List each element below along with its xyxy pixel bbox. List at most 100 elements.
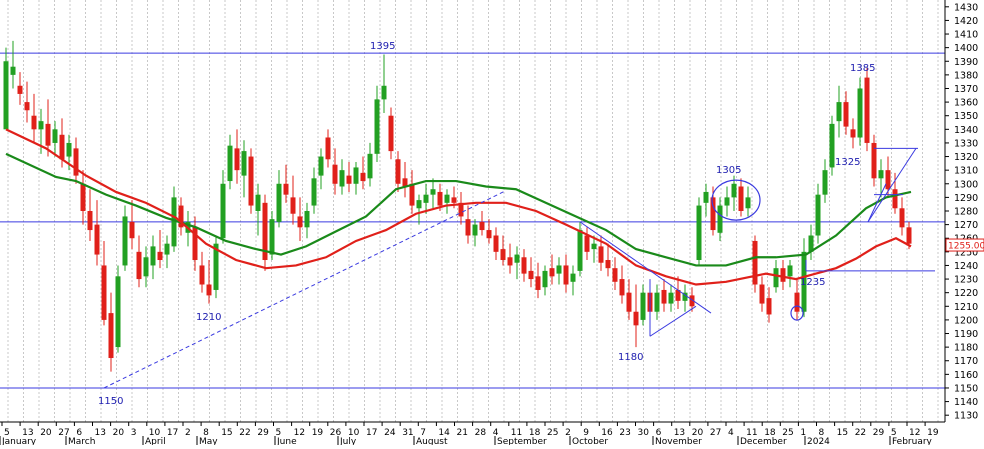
candle-body xyxy=(318,156,324,176)
candle-body xyxy=(339,170,345,187)
y-tick-label: 1170 xyxy=(954,356,978,367)
current-price-tag xyxy=(945,238,984,252)
candle-body xyxy=(703,191,709,203)
x-tick-label: 19 xyxy=(312,428,324,438)
candle-body xyxy=(472,224,478,236)
candle-body xyxy=(52,129,58,143)
y-tick-label: 1370 xyxy=(954,84,978,95)
candle-body xyxy=(801,251,807,312)
candle-body xyxy=(724,197,730,206)
candle-body xyxy=(458,202,464,217)
candle-body xyxy=(584,235,590,252)
y-tick-label: 1400 xyxy=(954,43,978,54)
candle-body xyxy=(367,153,373,179)
month-label: July xyxy=(339,437,357,445)
y-tick-label: 1140 xyxy=(954,397,978,408)
x-tick-label: 5 xyxy=(276,428,282,438)
candle-body xyxy=(731,183,737,198)
candle-body xyxy=(45,123,51,146)
moving-average-line xyxy=(5,128,912,286)
candle-body xyxy=(290,197,296,214)
month-label: 2024 xyxy=(807,437,830,445)
y-tick-label: 1330 xyxy=(954,138,978,149)
x-tick-label: 5 xyxy=(891,428,897,438)
x-tick-label: 21 xyxy=(457,428,468,438)
candle-body xyxy=(248,156,254,206)
trend-line xyxy=(103,190,507,389)
x-tick-label: 22 xyxy=(239,428,250,438)
candle-body xyxy=(115,276,121,348)
candle-body xyxy=(381,85,387,100)
x-tick-label: 27 xyxy=(710,428,721,438)
current-price-label: 1255.000 xyxy=(948,242,984,252)
x-tick-label: 4 xyxy=(493,428,499,438)
x-tick-label: 20 xyxy=(113,428,125,438)
candle-body xyxy=(633,311,639,326)
y-tick-label: 1240 xyxy=(954,261,978,272)
x-tick-label: 17 xyxy=(366,428,377,438)
candle-body xyxy=(17,85,23,94)
y-tick-label: 1310 xyxy=(954,166,978,177)
price-annotation: 1235 xyxy=(800,277,825,288)
candle-body xyxy=(528,270,534,280)
candle-body xyxy=(3,61,9,130)
x-tick-label: 22 xyxy=(855,428,866,438)
candle-body xyxy=(675,289,681,301)
trend-line xyxy=(579,221,712,314)
x-tick-label: 12 xyxy=(909,428,920,438)
candle-body xyxy=(465,219,471,236)
candle-body xyxy=(563,265,569,285)
month-label: June xyxy=(276,437,297,445)
candle-body xyxy=(297,216,303,228)
candle-body xyxy=(556,265,562,274)
y-tick-label: 1300 xyxy=(954,179,978,190)
candle-body xyxy=(227,145,233,182)
x-tick-label: 9 xyxy=(583,428,589,438)
y-tick-label: 1270 xyxy=(954,220,978,231)
y-tick-label: 1130 xyxy=(954,411,978,422)
candle-body xyxy=(815,194,821,236)
x-tick-label: 5 xyxy=(4,428,10,438)
candle-body xyxy=(507,257,513,266)
month-label: August xyxy=(416,437,448,445)
candle-body xyxy=(906,227,912,244)
x-tick-label: 13 xyxy=(95,428,106,438)
x-tick-label: 7 xyxy=(420,428,426,438)
y-axis-panel xyxy=(945,0,984,445)
x-tick-label: 20 xyxy=(40,428,52,438)
candle-body xyxy=(619,279,625,296)
month-label: December xyxy=(740,437,787,445)
x-tick-label: 24 xyxy=(384,428,396,438)
x-tick-label: 14 xyxy=(438,428,450,438)
candle-body xyxy=(542,270,548,288)
y-tick-label: 1290 xyxy=(954,193,978,204)
candle-body xyxy=(388,115,394,152)
y-tick-label: 1150 xyxy=(954,383,978,394)
candle-body xyxy=(199,265,205,285)
month-label: March xyxy=(68,437,95,445)
candle-body xyxy=(493,235,499,252)
candle-body xyxy=(374,99,380,154)
candle-body xyxy=(591,243,597,250)
x-tick-label: 25 xyxy=(547,428,558,438)
candle-body xyxy=(416,200,422,209)
candle-body xyxy=(878,170,884,179)
candle-body xyxy=(87,211,93,231)
price-annotation: 1325 xyxy=(835,157,860,168)
y-tick-label: 1230 xyxy=(954,275,978,286)
candle-body xyxy=(66,142,72,157)
y-tick-label: 1410 xyxy=(954,30,978,41)
candle-body xyxy=(402,178,408,187)
y-tick-label: 1420 xyxy=(954,16,978,27)
price-annotation: 1395 xyxy=(370,41,395,52)
candle-body xyxy=(108,313,114,359)
y-tick-label: 1320 xyxy=(954,152,978,163)
candle-body xyxy=(241,151,247,176)
candle-body xyxy=(346,175,352,184)
x-tick-label: 15 xyxy=(221,428,232,438)
price-annotation: 1150 xyxy=(98,396,123,407)
candle-body xyxy=(332,164,338,184)
candle-body xyxy=(101,265,107,320)
candle-body xyxy=(710,197,716,231)
